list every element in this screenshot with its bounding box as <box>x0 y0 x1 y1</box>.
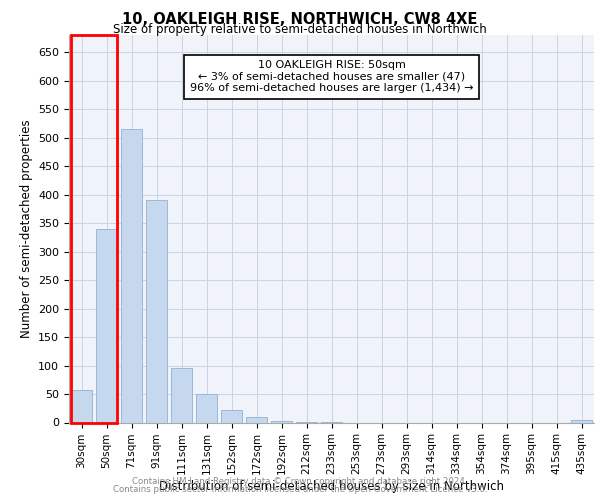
Text: Contains public sector information licensed under the Open Government Licence v3: Contains public sector information licen… <box>113 485 487 494</box>
Y-axis label: Number of semi-detached properties: Number of semi-detached properties <box>20 120 32 338</box>
Bar <box>171 368 192 422</box>
Bar <box>271 421 292 422</box>
Text: Contains HM Land Registry data © Crown copyright and database right 2024.: Contains HM Land Registry data © Crown c… <box>132 477 468 486</box>
Bar <box>96 229 117 422</box>
Bar <box>221 410 242 422</box>
Bar <box>121 129 142 422</box>
Bar <box>571 420 592 422</box>
Text: 10, OAKLEIGH RISE, NORTHWICH, CW8 4XE: 10, OAKLEIGH RISE, NORTHWICH, CW8 4XE <box>122 12 478 28</box>
Bar <box>196 394 217 422</box>
Bar <box>71 35 117 422</box>
Text: Size of property relative to semi-detached houses in Northwich: Size of property relative to semi-detach… <box>113 22 487 36</box>
Bar <box>146 200 167 422</box>
Bar <box>246 417 267 422</box>
Bar <box>71 390 92 422</box>
Text: 10 OAKLEIGH RISE: 50sqm
← 3% of semi-detached houses are smaller (47)
96% of sem: 10 OAKLEIGH RISE: 50sqm ← 3% of semi-det… <box>190 60 473 94</box>
X-axis label: Distribution of semi-detached houses by size in Northwich: Distribution of semi-detached houses by … <box>159 480 504 493</box>
